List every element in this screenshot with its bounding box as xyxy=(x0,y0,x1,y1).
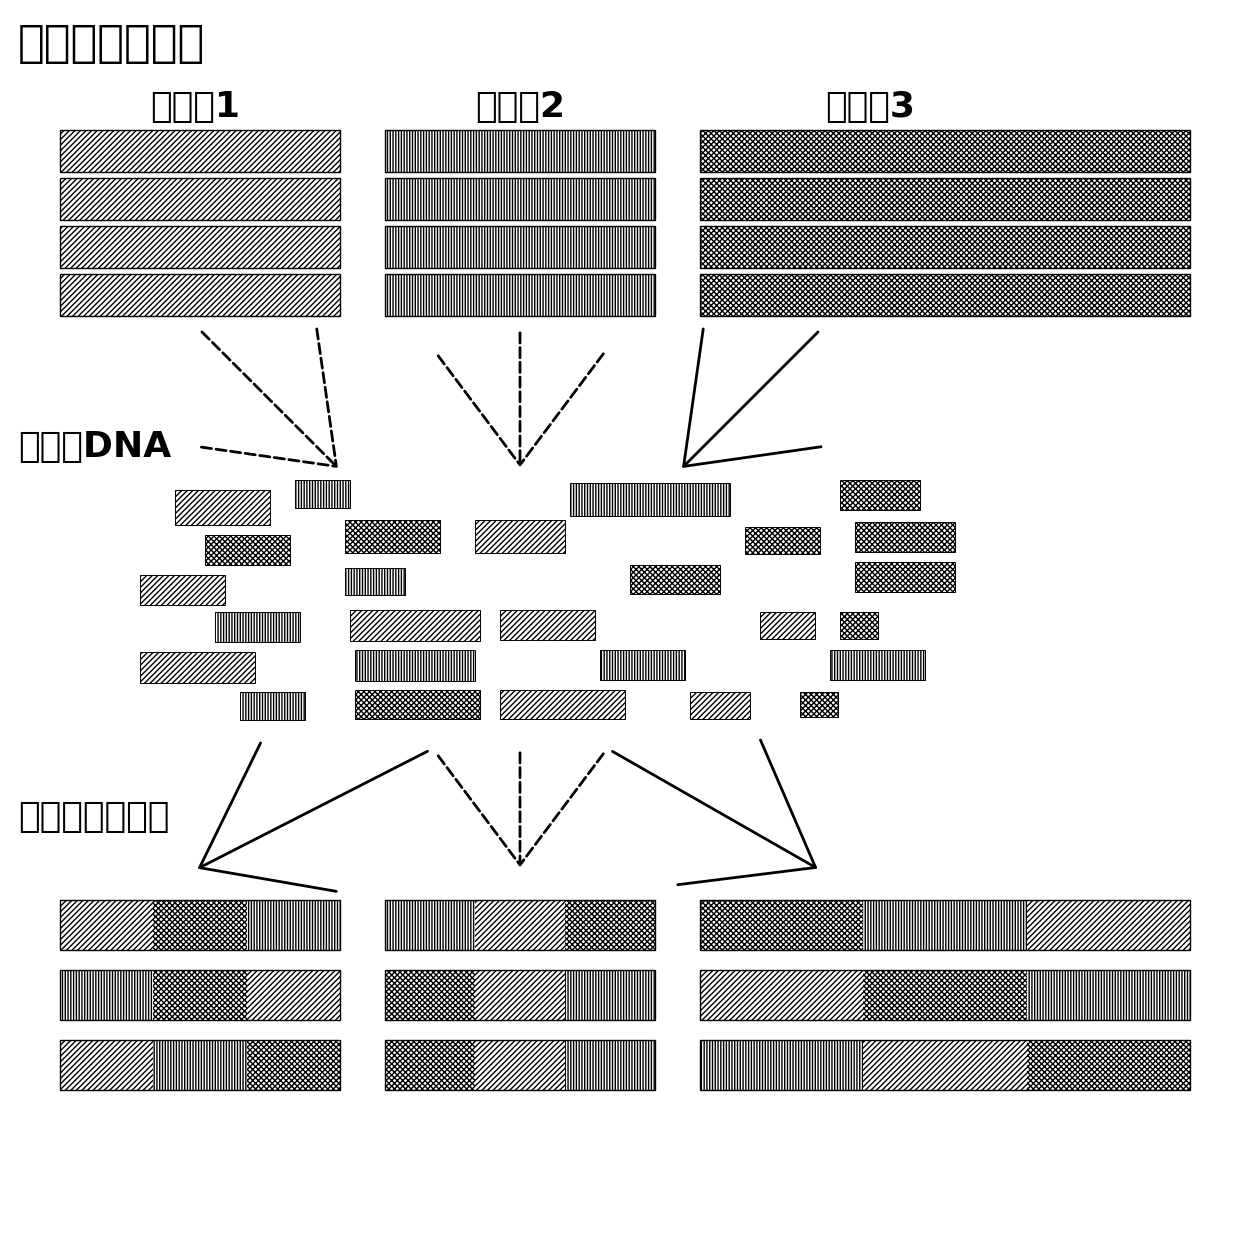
Bar xyxy=(630,564,720,594)
Bar xyxy=(830,650,925,680)
Text: 变异体1: 变异体1 xyxy=(150,90,241,125)
Text: 现有基因变异体: 现有基因变异体 xyxy=(19,22,206,65)
Bar xyxy=(154,969,247,1020)
Bar xyxy=(565,900,655,949)
Bar xyxy=(856,562,955,592)
Bar xyxy=(856,522,955,552)
Bar xyxy=(475,1040,565,1090)
Text: 变异体2: 变异体2 xyxy=(475,90,565,125)
Bar xyxy=(247,900,340,949)
Bar xyxy=(863,969,1027,1020)
Bar xyxy=(175,490,270,525)
Bar xyxy=(701,900,1190,949)
Bar xyxy=(384,969,475,1020)
Bar xyxy=(247,1040,340,1090)
Bar xyxy=(384,969,655,1020)
Bar xyxy=(60,274,340,316)
Bar xyxy=(800,692,838,716)
Bar xyxy=(701,274,1190,316)
Bar xyxy=(384,130,655,172)
Bar xyxy=(701,1040,863,1090)
Bar xyxy=(60,226,340,268)
Bar xyxy=(350,611,480,640)
Bar xyxy=(384,1040,475,1090)
Bar xyxy=(355,690,480,719)
Bar xyxy=(701,1040,1190,1090)
Bar xyxy=(839,612,878,639)
Text: 嵌段基因变异体: 嵌段基因变异体 xyxy=(19,800,170,834)
Bar xyxy=(475,520,565,553)
Bar xyxy=(689,692,750,719)
Bar xyxy=(500,690,625,719)
Bar xyxy=(154,1040,247,1090)
Bar xyxy=(701,226,1190,268)
Bar xyxy=(140,574,224,606)
Bar xyxy=(760,612,815,639)
Text: 变异体3: 变异体3 xyxy=(825,90,915,125)
Bar xyxy=(384,178,655,221)
Bar xyxy=(475,900,565,949)
Bar xyxy=(701,130,1190,172)
Bar xyxy=(384,226,655,268)
Bar xyxy=(60,130,340,172)
Bar xyxy=(1027,969,1190,1020)
Bar xyxy=(565,1040,655,1090)
Text: 片断化DNA: 片断化DNA xyxy=(19,430,171,464)
Bar xyxy=(60,1040,340,1090)
Bar xyxy=(60,969,340,1020)
Bar xyxy=(60,900,340,949)
Bar xyxy=(384,900,475,949)
Bar xyxy=(355,650,475,682)
Bar xyxy=(500,611,595,640)
Bar xyxy=(701,178,1190,221)
Bar xyxy=(570,483,730,516)
Bar xyxy=(140,652,255,683)
Bar xyxy=(384,274,655,316)
Bar xyxy=(565,969,655,1020)
Bar xyxy=(701,969,863,1020)
Bar xyxy=(475,969,565,1020)
Bar xyxy=(60,1040,154,1090)
Bar xyxy=(600,650,684,680)
Bar xyxy=(241,692,305,720)
Bar xyxy=(60,969,154,1020)
Bar xyxy=(701,900,863,949)
Bar xyxy=(205,535,290,564)
Bar xyxy=(1027,900,1190,949)
Bar xyxy=(863,900,1027,949)
Bar xyxy=(1027,1040,1190,1090)
Bar xyxy=(247,969,340,1020)
Bar xyxy=(863,1040,1027,1090)
Bar xyxy=(215,612,300,642)
Bar xyxy=(295,480,350,508)
Bar xyxy=(60,900,154,949)
Bar xyxy=(345,520,440,553)
Bar xyxy=(384,900,655,949)
Bar xyxy=(154,900,247,949)
Bar xyxy=(384,1040,655,1090)
Bar xyxy=(60,178,340,221)
Bar xyxy=(701,969,1190,1020)
Bar xyxy=(745,527,820,554)
Bar xyxy=(839,480,920,510)
Bar xyxy=(345,568,405,596)
